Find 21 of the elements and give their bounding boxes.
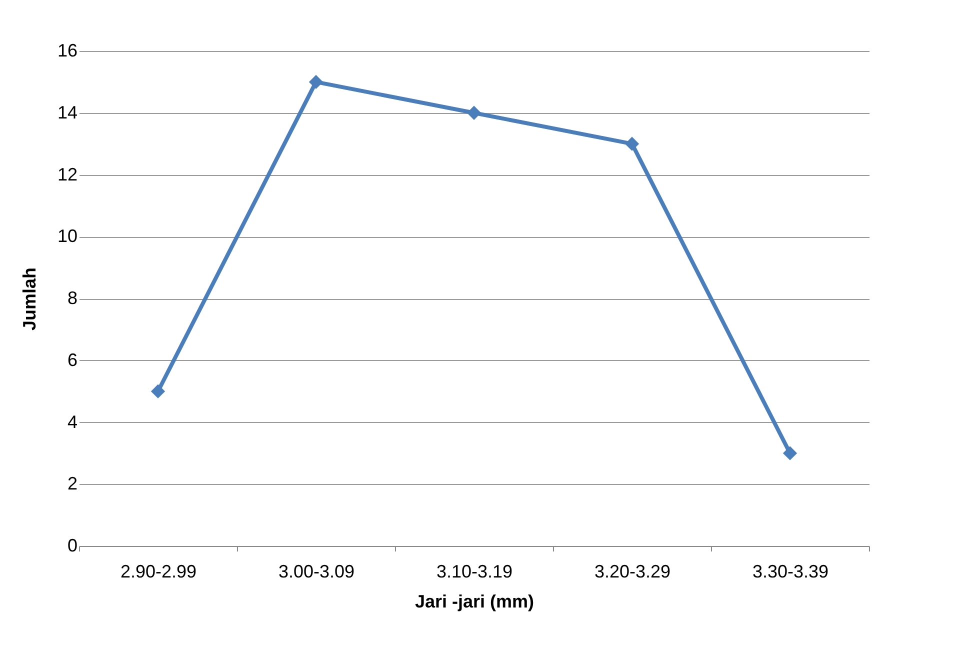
y-tick-label: 12 — [57, 164, 78, 184]
y-tick-label: 16 — [57, 40, 78, 60]
point — [308, 74, 324, 90]
x-tick-label: 2.90-2.99 — [120, 562, 197, 582]
y-tick-label: 2 — [67, 474, 78, 494]
point — [150, 384, 166, 398]
y-tick-label: 10 — [57, 226, 78, 246]
x-tick-label: 3.20-3.29 — [594, 562, 671, 582]
y-axis-title: Jumlah — [19, 267, 40, 331]
y-tick-label: 8 — [67, 288, 78, 308]
x-axis-title: Jari -jari (mm) — [414, 592, 534, 612]
y-tick-label: 4 — [67, 412, 78, 432]
point — [782, 446, 798, 460]
y-tick-label: 14 — [57, 102, 78, 122]
x-tick-label: 3.10-3.19 — [436, 562, 513, 582]
y-tick-label: 0 — [67, 536, 78, 556]
y-tick-label: 6 — [67, 350, 78, 370]
x-tick-label: 3.00-3.09 — [278, 562, 355, 582]
x-tick-label: 3.30-3.39 — [752, 562, 829, 582]
point — [624, 136, 640, 151]
point — [466, 106, 482, 120]
